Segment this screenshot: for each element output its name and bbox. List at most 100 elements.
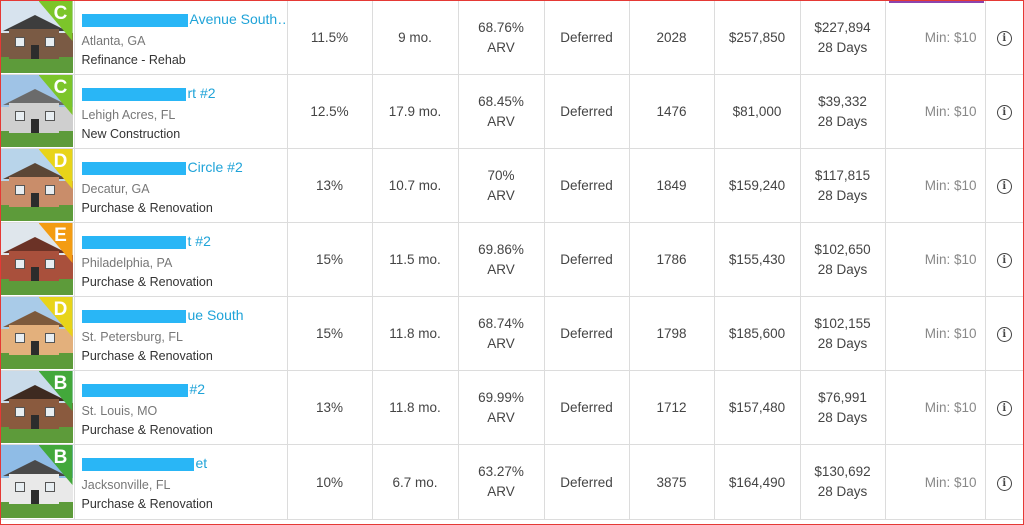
info-cell[interactable]: i [985,370,1023,445]
days-left: 28 Days [817,409,868,425]
info-cell[interactable]: i [985,1,1023,75]
property-address-link[interactable]: et [81,455,287,473]
table-row[interactable]: D ue South St. Petersburg, FL Purchase &… [1,296,1023,371]
ltv-unit: ARV [487,187,515,203]
payment-type: Deferred [544,1,630,75]
table-row[interactable]: C Avenue South… Atlanta, GA Refinance - … [1,1,1023,75]
property-address-link[interactable]: ue South [81,307,287,325]
loan-amount: $257,850 [714,1,801,75]
days-left: 28 Days [817,113,868,129]
property-photo[interactable]: B [1,371,73,443]
risk-grade-letter: E [54,225,67,246]
address-visible-text[interactable]: ue South [187,307,244,323]
ltv-value: 70% [487,167,515,183]
info-icon[interactable]: i [996,31,1012,46]
property-photo[interactable]: C [1,1,73,73]
table-row[interactable]: D Circle #2 Decatur, GA Purchase & Renov… [1,148,1023,223]
property-thumbnail-cell[interactable]: C [1,74,75,149]
property-photo[interactable]: D [1,297,73,369]
info-cell[interactable]: i [985,296,1023,371]
property-info-cell: t #2 Philadelphia, PA Purchase & Renovat… [74,222,288,297]
loan-type: New Construction [81,127,181,141]
address-visible-text[interactable]: Avenue South… [189,11,287,27]
address-visible-text[interactable]: rt #2 [187,85,216,101]
funding-cell: $102,155 28 Days [800,296,886,371]
table-row[interactable]: E t #2 Philadelphia, PA Purchase & Renov… [1,222,1023,297]
redaction-bar [81,87,186,101]
risk-grade-letter: B [53,447,68,468]
loan-type: Purchase & Renovation [81,349,213,363]
redaction-bar [81,13,188,27]
ltv-value: 68.74% [478,315,524,331]
credit-score: 1476 [629,74,715,149]
info-cell[interactable]: i [985,222,1023,297]
property-city: St. Louis, MO [81,404,158,418]
info-icon[interactable]: i [996,105,1012,120]
property-photo[interactable]: C [1,75,73,147]
address-visible-text[interactable]: et [195,455,208,471]
info-icon[interactable]: i [996,253,1012,268]
min-investment: Min: $10 [885,444,986,520]
property-photo[interactable]: B [1,445,73,518]
risk-grade-letter: C [53,77,68,98]
credit-score: 3875 [629,444,715,520]
loan-amount: $155,430 [714,222,801,297]
ltv-value: 68.45% [478,93,524,109]
property-address-link[interactable]: Circle #2 [81,159,287,177]
address-visible-text[interactable]: #2 [189,381,206,397]
property-thumbnail-cell[interactable]: B [1,444,75,520]
info-icon[interactable]: i [996,179,1012,194]
address-visible-text[interactable]: Circle #2 [187,159,243,175]
info-cell[interactable]: i [985,148,1023,223]
interest-rate: 15% [287,222,373,297]
loan-amount: $185,600 [714,296,801,371]
ltv-unit: ARV [487,409,515,425]
property-thumbnail-cell[interactable]: B [1,370,75,445]
info-icon[interactable]: i [996,401,1012,416]
property-city: Philadelphia, PA [81,256,173,270]
address-visible-text[interactable]: t #2 [187,233,211,249]
property-info-cell: et Jacksonville, FL Purchase & Renovatio… [74,444,288,520]
ltv-unit: ARV [487,113,515,129]
credit-score: 1798 [629,296,715,371]
property-thumbnail-cell[interactable]: D [1,148,75,223]
loan-type: Purchase & Renovation [81,423,213,437]
loan-term: 10.7 mo. [372,148,459,223]
risk-grade-letter: D [53,299,68,320]
remaining-amount: $227,894 [814,19,871,35]
funding-cell: $130,692 28 Days [800,444,886,520]
payment-type: Deferred [544,222,630,297]
loan-term: 11.5 mo. [372,222,459,297]
loan-amount: $81,000 [714,74,801,149]
loan-term: 11.8 mo. [372,296,459,371]
property-photo[interactable]: D [1,149,73,221]
property-address-link[interactable]: rt #2 [81,85,287,103]
ltv-value: 69.99% [478,389,524,405]
property-thumbnail-cell[interactable]: C [1,1,75,75]
remaining-amount: $117,815 [814,167,871,183]
remaining-amount: $39,332 [818,93,867,109]
remaining-amount: $102,155 [814,315,871,331]
days-left: 28 Days [817,261,868,277]
table-row[interactable]: B #2 St. Louis, MO Purchase & Renovation… [1,370,1023,445]
redaction-bar [81,235,186,249]
property-address-link[interactable]: t #2 [81,233,287,251]
info-cell[interactable]: i [985,444,1023,520]
interest-rate: 13% [287,370,373,445]
days-left: 28 Days [817,187,868,203]
table-row[interactable]: B et Jacksonville, FL Purchase & Renovat… [1,444,1023,520]
property-address-link[interactable]: #2 [81,381,287,399]
funding-cell: $102,650 28 Days [800,222,886,297]
property-thumbnail-cell[interactable]: D [1,296,75,371]
property-address-link[interactable]: Avenue South… [81,11,287,29]
info-icon[interactable]: i [996,475,1012,491]
property-photo[interactable]: E [1,223,73,295]
risk-grade-letter: D [53,151,68,172]
info-icon[interactable]: i [996,327,1012,342]
table-row[interactable]: C rt #2 Lehigh Acres, FL New Constructio… [1,74,1023,149]
property-info-cell: Circle #2 Decatur, GA Purchase & Renovat… [74,148,288,223]
loan-type: Refinance - Rehab [81,53,186,67]
funding-cell: $117,815 28 Days [800,148,886,223]
property-thumbnail-cell[interactable]: E [1,222,75,297]
info-cell[interactable]: i [985,74,1023,149]
